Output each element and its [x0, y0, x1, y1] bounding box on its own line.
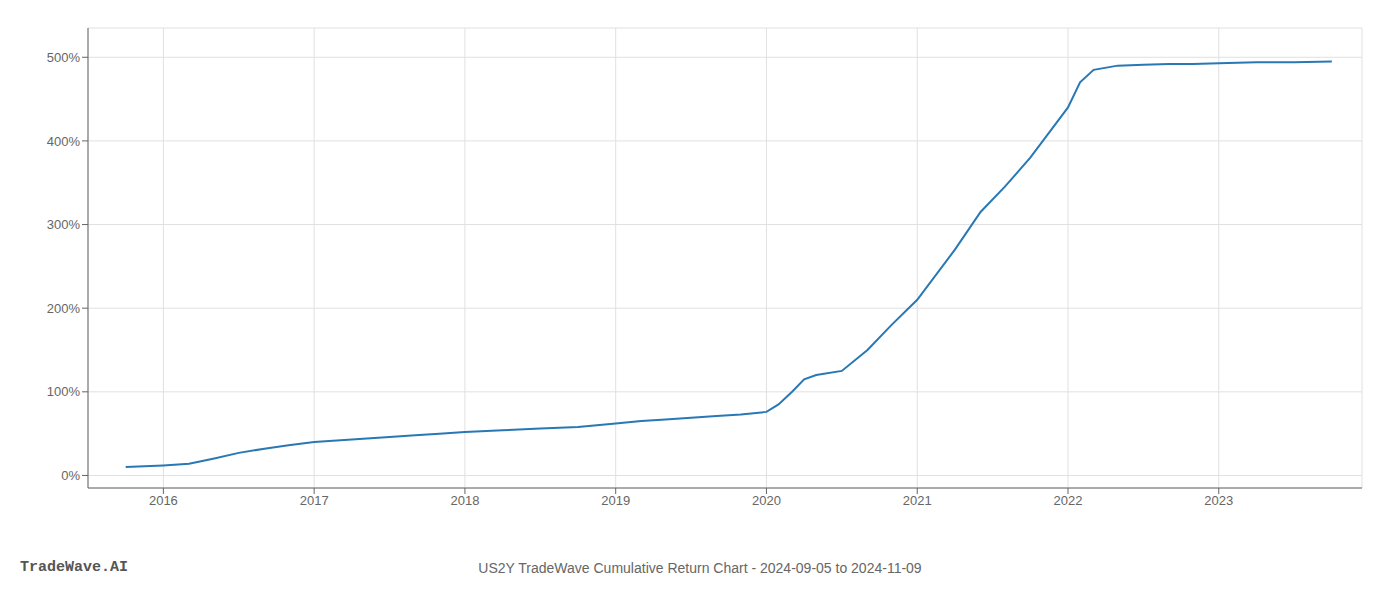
svg-text:400%: 400% — [47, 134, 81, 149]
svg-text:2017: 2017 — [300, 493, 329, 508]
svg-text:2022: 2022 — [1054, 493, 1083, 508]
html-text:TradeWave.AI: TradeWave.AI — [20, 559, 128, 576]
svg-text:2023: 2023 — [1204, 493, 1233, 508]
svg-text:2018: 2018 — [450, 493, 479, 508]
svg-text:2016: 2016 — [149, 493, 178, 508]
svg-text:500%: 500% — [47, 50, 81, 65]
svg-text:300%: 300% — [47, 217, 81, 232]
svg-text:100%: 100% — [47, 384, 81, 399]
svg-text:2019: 2019 — [601, 493, 630, 508]
svg-text:2021: 2021 — [903, 493, 932, 508]
svg-text:200%: 200% — [47, 301, 81, 316]
html-text:US2Y TradeWave Cumulative Retu: US2Y TradeWave Cumulative Return Chart -… — [478, 560, 922, 576]
svg-text:0%: 0% — [61, 468, 80, 483]
svg-text:2020: 2020 — [752, 493, 781, 508]
